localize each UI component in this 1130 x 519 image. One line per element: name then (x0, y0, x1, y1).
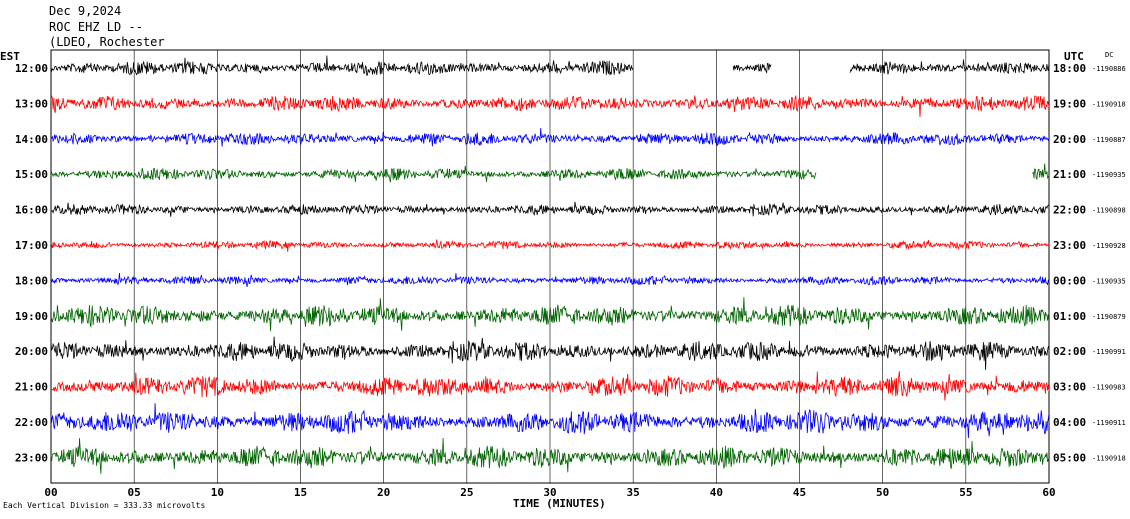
utc-time-labels: 18:00 -1190886 19:00 -1190918 20:00 -1190887 2… (1053, 62, 1126, 464)
x-tick-label: 40 (710, 486, 723, 499)
est-axis-label: EST (0, 50, 20, 63)
seismic-trace-1200 (50, 55, 634, 76)
seismic-trace-1700 (50, 239, 1050, 252)
utc-hour-label: 03:00 (1053, 381, 1086, 394)
dc-label: DC (1105, 51, 1113, 59)
utc-hour-label: 19:00 (1053, 97, 1086, 110)
utc-hour-label: 18:00 (1053, 62, 1086, 75)
seismic-trace-1200 (732, 63, 772, 74)
utc-hour-label: 00:00 (1053, 274, 1086, 287)
utc-hour-label: 21:00 (1053, 168, 1086, 181)
dc-offset-label: -1190991 (1092, 348, 1126, 356)
dc-offset-label: -1190879 (1092, 313, 1126, 321)
seismic-trace-2100 (50, 371, 1050, 401)
est-hour-label: 23:00 (15, 451, 48, 464)
dc-offset-label: -1190911 (1092, 419, 1126, 427)
est-hour-label: 15:00 (15, 168, 48, 181)
est-hour-label: 16:00 (15, 204, 48, 217)
utc-hour-label: 02:00 (1053, 345, 1086, 358)
x-tick-label: 25 (460, 486, 473, 499)
dc-offset-label: -1190886 (1092, 65, 1126, 73)
utc-hour-label: 04:00 (1053, 416, 1086, 429)
est-time-labels: 12:00 13:00 14:00 15:00 16:00 17:00 18:00 19:00… (15, 62, 48, 464)
dc-offset-label: -1190918 (1092, 454, 1126, 462)
dc-offset-label: -1190983 (1092, 384, 1126, 392)
x-tick-label: 20 (377, 486, 390, 499)
seismic-trace-1200 (849, 59, 1050, 75)
x-tick-label: 60 (1042, 486, 1055, 499)
seismic-trace-2200 (50, 403, 1050, 439)
est-hour-label: 19:00 (15, 310, 48, 323)
dc-offset-label: -1190918 (1092, 100, 1126, 108)
seismic-trace-1600 (50, 201, 1049, 217)
seismic-trace-1500 (1032, 163, 1050, 181)
header-date: Dec 9,2024 (49, 4, 121, 18)
est-hour-label: 14:00 (15, 133, 48, 146)
est-hour-label: 18:00 (15, 274, 48, 287)
x-tick-label: 50 (876, 486, 889, 499)
x-tick-label: 30 (543, 486, 556, 499)
utc-hour-label: 01:00 (1053, 310, 1086, 323)
seismic-trace-1500 (50, 165, 817, 183)
header-network: (LDEO, Rochester (49, 35, 165, 49)
utc-axis-label: UTC (1064, 50, 1084, 63)
x-tick-label: 05 (128, 486, 141, 499)
dc-offset-label: -1190935 (1092, 171, 1126, 179)
dc-offset-label: -1190928 (1092, 242, 1126, 250)
seismic-trace-1400 (50, 127, 1050, 147)
x-tick-label: 00 (44, 486, 57, 499)
est-hour-label: 20:00 (15, 345, 48, 358)
est-hour-label: 12:00 (15, 62, 48, 75)
est-hour-label: 22:00 (15, 416, 48, 429)
x-tick-label: 55 (959, 486, 972, 499)
utc-hour-label: 22:00 (1053, 204, 1086, 217)
seismic-trace-2300 (50, 437, 1050, 474)
x-tick-label: 35 (627, 486, 640, 499)
utc-hour-label: 05:00 (1053, 451, 1086, 464)
x-tick-labels: 00 05 10 15 20 25 30 35 40 45 50 55 60 (44, 486, 1055, 499)
x-axis-title: TIME (MINUTES) (513, 497, 606, 510)
utc-hour-label: 23:00 (1053, 239, 1086, 252)
seismic-trace-1800 (50, 272, 1050, 287)
est-hour-label: 13:00 (15, 97, 48, 110)
dc-offset-label: -1190898 (1092, 207, 1126, 215)
seismic-trace-1300 (50, 94, 1050, 118)
header-station: ROC EHZ LD -- (49, 20, 143, 34)
footer-note: Each Vertical Division = 333.33 microvol… (3, 501, 205, 510)
seismic-trace-1900 (50, 297, 1050, 332)
dc-offset-label: -1190887 (1092, 136, 1126, 144)
utc-hour-label: 20:00 (1053, 133, 1086, 146)
est-hour-label: 17:00 (15, 239, 48, 252)
seismic-trace-2000 (50, 336, 1050, 370)
x-tick-label: 15 (294, 486, 307, 499)
est-hour-label: 21:00 (15, 381, 48, 394)
x-tick-label: 45 (793, 486, 806, 499)
minute-gridlines (50, 50, 1050, 483)
x-tick-label: 10 (211, 486, 224, 499)
trace-group (50, 55, 1050, 474)
dc-offset-label: -1190935 (1092, 277, 1126, 285)
